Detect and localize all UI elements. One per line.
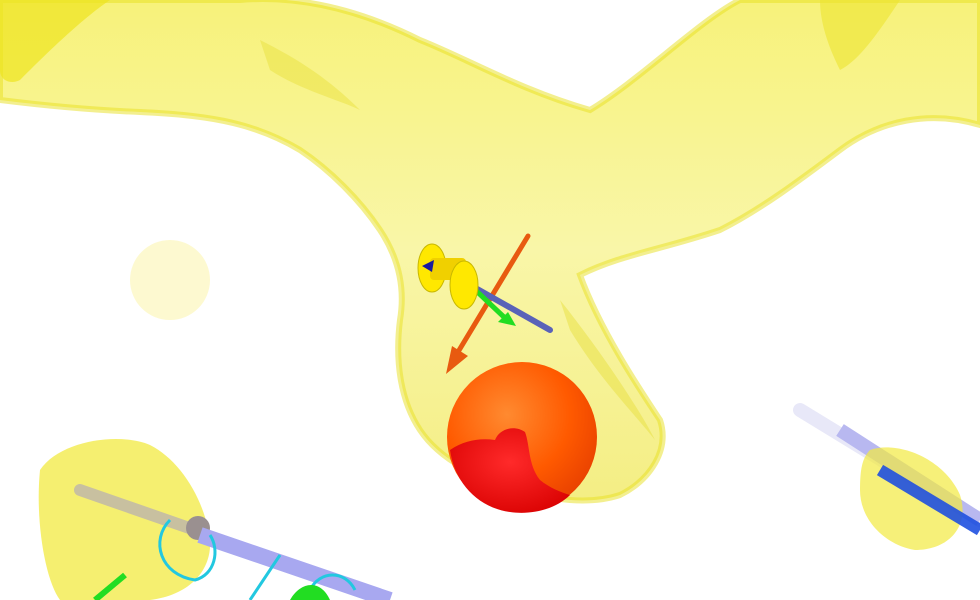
ring-marker [417,243,479,310]
orange-arrow [446,233,531,374]
bottom-left-cluster [38,438,393,600]
density-blob-left [130,240,210,320]
density-surface [0,0,980,504]
orange-sphere [447,362,597,513]
right-stick-cluster [793,403,980,550]
